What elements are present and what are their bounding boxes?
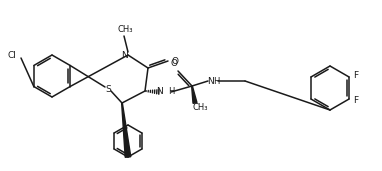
Text: N: N bbox=[207, 77, 214, 87]
Text: F: F bbox=[353, 95, 359, 104]
Text: S: S bbox=[105, 84, 111, 94]
Text: O: O bbox=[170, 58, 178, 68]
Text: N: N bbox=[121, 50, 127, 60]
Polygon shape bbox=[192, 86, 197, 103]
Text: F: F bbox=[353, 71, 359, 81]
Text: N: N bbox=[156, 88, 163, 96]
Polygon shape bbox=[121, 103, 131, 157]
Text: H: H bbox=[168, 88, 174, 96]
Text: H: H bbox=[213, 77, 219, 87]
Text: CH₃: CH₃ bbox=[192, 102, 208, 111]
Text: O: O bbox=[172, 56, 178, 65]
Text: Cl: Cl bbox=[8, 50, 16, 60]
Text: CH₃: CH₃ bbox=[117, 24, 133, 34]
